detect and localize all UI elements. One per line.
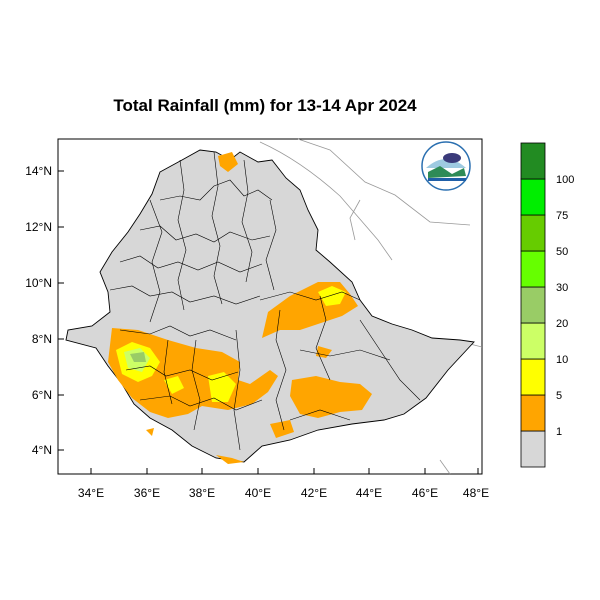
map-title: Total Rainfall (mm) for 13-14 Apr 2024 (113, 96, 417, 115)
institute-logo (421, 141, 471, 191)
lat-label-10: 10°N (25, 276, 52, 290)
legend-label-75: 75 (556, 210, 568, 222)
legend-swatch-7 (520, 178, 546, 216)
rain-20-30mm (130, 352, 146, 362)
lon-label-46: 46°E (412, 486, 438, 500)
neighbor-borders (259, 138, 483, 475)
lat-label-8: 8°N (32, 332, 52, 346)
legend-swatch-5 (520, 250, 546, 288)
lat-label-12: 12°N (25, 220, 52, 234)
lon-label-40: 40°E (245, 486, 271, 500)
legend-swatch-4 (520, 286, 546, 324)
legend-label-20: 20 (556, 318, 568, 330)
legend: 1 5 10 20 30 50 75 100 (520, 142, 574, 468)
legend-swatch-0 (520, 430, 546, 468)
lat-label-6: 6°N (32, 388, 52, 402)
legend-label-30: 30 (556, 282, 568, 294)
legend-swatch-2 (520, 358, 546, 396)
legend-label-10: 10 (556, 354, 568, 366)
legend-swatch-6 (520, 214, 546, 252)
lon-axis: 34°E 36°E 38°E 40°E 42°E 44°E 46°E 48°E (78, 468, 489, 500)
lat-axis: 14°N 12°N 10°N 8°N 6°N 4°N (25, 164, 64, 457)
legend-label-100: 100 (556, 174, 574, 186)
lon-label-34: 34°E (78, 486, 104, 500)
lon-label-36: 36°E (134, 486, 160, 500)
lon-label-44: 44°E (356, 486, 382, 500)
legend-label-5: 5 (556, 390, 562, 402)
lon-label-42: 42°E (301, 486, 327, 500)
legend-swatch-1 (520, 394, 546, 432)
lon-label-48: 48°E (463, 486, 489, 500)
admin-boundaries (109, 151, 421, 451)
lat-label-14: 14°N (25, 164, 52, 178)
lon-label-38: 38°E (189, 486, 215, 500)
legend-label-50: 50 (556, 246, 568, 258)
lat-label-4: 4°N (32, 443, 52, 457)
legend-label-1: 1 (556, 426, 562, 438)
legend-swatch-3 (520, 322, 546, 360)
legend-swatch-8 (520, 142, 546, 180)
